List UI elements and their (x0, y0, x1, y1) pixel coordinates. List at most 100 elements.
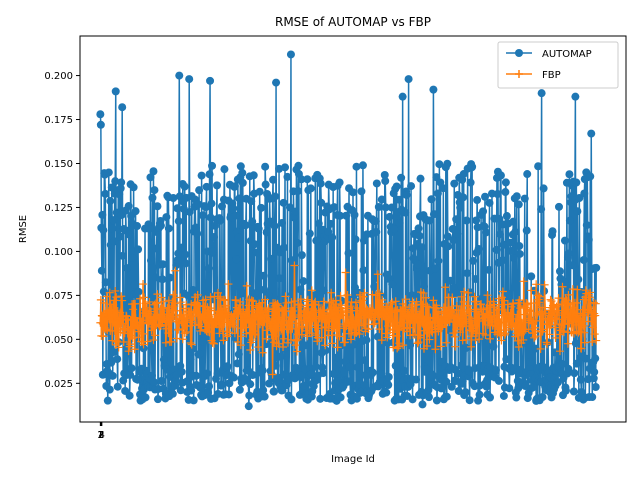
data-point (557, 321, 566, 330)
data-point (402, 191, 411, 200)
data-point (307, 329, 316, 338)
data-point (500, 296, 509, 305)
data-point (392, 306, 401, 315)
data-point (239, 305, 248, 314)
data-point (444, 242, 453, 251)
data-point (344, 249, 353, 258)
data-point (104, 168, 113, 177)
data-point (254, 343, 263, 352)
data-point (588, 393, 597, 402)
data-point (485, 301, 494, 310)
data-point (330, 203, 339, 212)
data-point (418, 400, 427, 409)
data-point (483, 291, 492, 300)
data-point (510, 364, 519, 373)
data-point (359, 292, 368, 301)
data-point (473, 223, 482, 232)
data-point (246, 380, 255, 389)
data-point (447, 382, 456, 391)
data-point (385, 305, 394, 314)
data-point (108, 317, 117, 326)
data-point (189, 396, 198, 405)
data-point (452, 215, 461, 224)
data-point (451, 312, 460, 321)
data-point (117, 319, 126, 328)
data-point (220, 318, 229, 327)
data-point (296, 295, 305, 304)
data-point (109, 216, 118, 225)
data-point (523, 170, 532, 179)
data-point (564, 305, 573, 314)
data-point (270, 387, 279, 396)
data-point (382, 388, 391, 397)
data-point (520, 327, 529, 336)
data-point (460, 287, 469, 296)
data-point (398, 92, 407, 101)
data-point (187, 340, 196, 349)
data-point (578, 311, 587, 320)
data-point (515, 241, 524, 250)
data-point (349, 188, 357, 197)
data-point (591, 354, 600, 363)
x-tick-label: 3 (98, 430, 104, 441)
data-point (215, 216, 224, 225)
data-point (168, 389, 177, 398)
data-point (580, 328, 589, 337)
data-point (524, 339, 533, 348)
data-point (566, 300, 575, 309)
data-point (156, 221, 165, 230)
data-point (218, 327, 227, 336)
data-point (309, 291, 318, 300)
data-point (149, 315, 158, 324)
data-point (113, 382, 122, 391)
data-point (398, 318, 407, 327)
data-point (150, 186, 159, 195)
data-point (130, 345, 139, 354)
data-point (472, 297, 481, 306)
data-point (312, 236, 321, 245)
data-point (249, 297, 258, 306)
data-point (272, 78, 281, 87)
data-point (587, 129, 596, 138)
data-point (211, 221, 220, 230)
data-point (563, 301, 572, 310)
data-point (450, 179, 459, 188)
data-point (279, 198, 288, 207)
data-point (335, 322, 344, 331)
data-point (317, 333, 326, 342)
data-point (472, 216, 481, 225)
data-point (397, 323, 406, 332)
data-point (153, 395, 162, 404)
data-point (483, 310, 492, 319)
data-point (137, 318, 146, 327)
data-point (241, 221, 250, 230)
data-point (321, 346, 330, 355)
data-point (204, 264, 213, 273)
data-point (393, 370, 402, 379)
data-point (434, 256, 443, 265)
data-point (565, 170, 574, 179)
data-point (128, 334, 137, 343)
data-point (479, 207, 488, 216)
data-point (587, 317, 596, 326)
data-point (564, 290, 573, 299)
data-point (275, 274, 284, 283)
data-point (297, 330, 306, 339)
data-point (185, 75, 194, 84)
data-point (220, 165, 229, 174)
data-point (148, 322, 157, 331)
data-point (194, 321, 203, 329)
data-point (499, 240, 508, 249)
data-point (108, 224, 117, 233)
data-point (269, 175, 278, 184)
data-point (311, 297, 320, 306)
data-point (268, 370, 277, 379)
data-point (172, 306, 181, 315)
data-point (475, 390, 484, 399)
data-point (573, 285, 582, 294)
data-point (234, 350, 243, 359)
data-point (332, 353, 341, 362)
data-point (238, 168, 247, 177)
data-point (146, 173, 155, 182)
data-point (147, 371, 156, 380)
